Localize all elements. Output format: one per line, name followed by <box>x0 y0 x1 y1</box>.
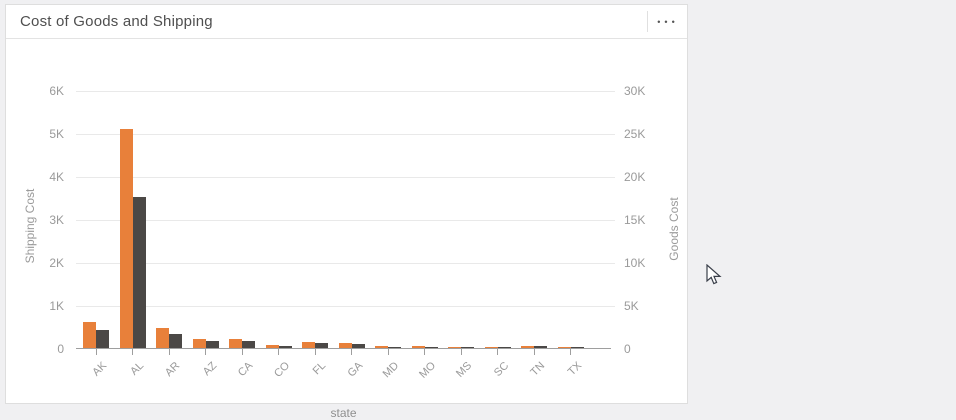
bar-shipping-cost-GA[interactable] <box>338 342 352 348</box>
x-axis-tick <box>241 349 243 355</box>
chart-container: Shipping Cost Goods Cost 0 0 1K 5K 2K 10K 3K 15… <box>6 39 687 420</box>
right-axis-title: Goods Cost <box>667 197 681 261</box>
y-axis-tick-label-right: 5K <box>624 299 639 313</box>
gridline <box>76 177 615 178</box>
bar-shipping-cost-FL[interactable] <box>302 342 315 348</box>
x-axis-tick <box>314 349 316 355</box>
x-axis-tick <box>132 349 133 355</box>
x-axis-tick-label: AL <box>127 359 146 378</box>
x-axis-tick-label: SC <box>491 359 511 379</box>
x-axis-tick <box>95 349 97 355</box>
x-axis-tick-label: FL <box>310 359 329 378</box>
y-axis-tick-label-left: 1K <box>49 299 64 313</box>
bar-goods-cost-MS[interactable] <box>461 347 474 348</box>
bar-shipping-cost-MD[interactable] <box>375 345 388 348</box>
x-axis-tick <box>570 349 571 355</box>
x-axis-tick <box>205 349 206 355</box>
bar-shipping-cost-TN[interactable] <box>521 345 534 348</box>
plot-area: 0 0 1K 5K 2K 10K 3K 15K 4K 20K 5K 25K 6K 30K AK AL AR AZ C… <box>49 84 645 381</box>
gridline <box>76 220 615 221</box>
bar-shipping-cost-CA[interactable] <box>229 338 242 348</box>
bar-goods-cost-GA[interactable] <box>351 344 365 348</box>
bar-goods-cost-MO[interactable] <box>424 346 438 348</box>
bar-goods-cost-AK[interactable] <box>96 329 109 348</box>
bar-shipping-cost-MS[interactable] <box>448 347 461 348</box>
bar-goods-cost-AR[interactable] <box>169 333 182 348</box>
bar-shipping-cost-AL[interactable] <box>119 128 133 348</box>
gridline <box>76 91 615 92</box>
y-axis-tick-label-right: 10K <box>624 256 646 270</box>
x-axis-tick <box>168 349 170 355</box>
y-axis-tick-label-left: 3K <box>49 213 64 227</box>
y-axis-tick-label-right: 20K <box>624 170 646 184</box>
y-axis-tick-label-right: 30K <box>624 84 646 98</box>
x-axis-tick-label: MD <box>380 359 402 381</box>
y-axis-tick-label-right: 25K <box>624 127 646 141</box>
bar-goods-cost-AZ[interactable] <box>205 341 219 348</box>
x-axis-tick-label: MO <box>416 359 438 381</box>
bar-shipping-cost-TX[interactable] <box>557 346 571 348</box>
x-axis-tick <box>460 349 462 355</box>
bar-shipping-cost-AZ[interactable] <box>192 339 206 348</box>
y-axis-tick-label-left: 5K <box>49 127 64 141</box>
header-divider <box>647 11 648 32</box>
bar-goods-cost-SC[interactable] <box>497 347 511 348</box>
gridline <box>76 306 615 307</box>
x-axis-tick-label: AZ <box>200 359 219 379</box>
chart-card: Cost of Goods and Shipping ••• Shipping … <box>5 4 688 420</box>
x-axis-tick-label: AR <box>162 359 183 379</box>
card-title: Cost of Goods and Shipping <box>20 13 213 30</box>
card-header: Cost of Goods and Shipping ••• <box>6 5 687 39</box>
x-axis-tick <box>424 349 425 355</box>
x-axis-tick-label: CO <box>271 359 292 380</box>
mouse-cursor <box>706 264 722 285</box>
y-axis-tick-label-left: 6K <box>49 84 64 98</box>
x-axis-tick <box>387 349 389 355</box>
card-menu-button[interactable]: ••• <box>649 7 683 37</box>
bar-shipping-cost-AK[interactable] <box>83 322 96 348</box>
x-axis-title: state <box>330 406 357 420</box>
y-axis-tick-label-left: 0 <box>57 342 64 356</box>
x-axis-tick-label: CA <box>235 359 256 379</box>
y-axis-tick-label-left: 4K <box>49 170 64 184</box>
bar-goods-cost-TX[interactable] <box>570 347 584 348</box>
bar-shipping-cost-AR[interactable] <box>156 327 169 348</box>
bar-goods-cost-FL[interactable] <box>315 343 328 348</box>
y-axis-tick-label-right: 0 <box>624 342 631 356</box>
gridline <box>76 263 615 264</box>
bar-goods-cost-CO[interactable] <box>278 345 292 348</box>
y-axis-tick-label-left: 2K <box>49 256 64 270</box>
bar-goods-cost-MD[interactable] <box>388 346 401 348</box>
x-axis-tick <box>533 349 535 355</box>
x-axis-tick-label: AK <box>90 359 110 379</box>
x-axis-tick-label: TX <box>565 359 584 379</box>
x-axis-tick-label: MS <box>454 359 475 380</box>
x-axis-tick <box>278 349 279 355</box>
bar-goods-cost-AL[interactable] <box>132 196 146 348</box>
bar-goods-cost-TN[interactable] <box>534 345 547 348</box>
gridline <box>76 134 615 135</box>
x-axis-tick-label: TN <box>528 359 548 379</box>
x-axis-tick <box>351 349 352 355</box>
bar-shipping-cost-SC[interactable] <box>484 346 498 348</box>
bar-goods-cost-CA[interactable] <box>242 340 255 348</box>
ellipsis-icon: ••• <box>657 17 679 27</box>
y-axis-tick-label-right: 15K <box>624 213 646 227</box>
bar-shipping-cost-CO[interactable] <box>265 345 279 348</box>
x-axis-tick <box>497 349 498 355</box>
bar-shipping-cost-MO[interactable] <box>411 345 425 348</box>
x-axis-tick-label: GA <box>344 359 365 380</box>
